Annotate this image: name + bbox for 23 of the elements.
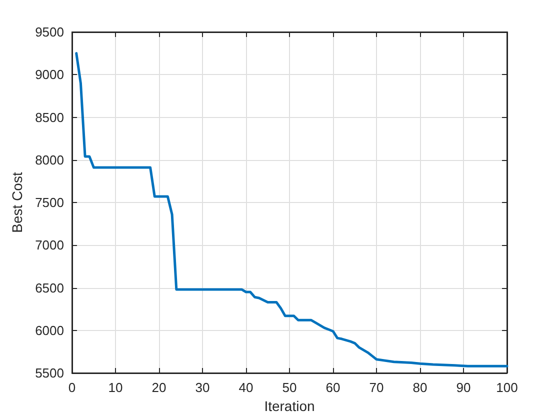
y-axis-title: Best Cost xyxy=(9,172,25,233)
x-tick-label: 30 xyxy=(195,380,210,395)
x-tick-label: 50 xyxy=(282,380,297,395)
x-tick-label: 80 xyxy=(412,380,428,395)
x-axis-title: Iteration xyxy=(264,398,315,414)
y-tick-label: 7000 xyxy=(35,238,64,253)
x-tick-label: 100 xyxy=(496,380,518,395)
y-tick-label: 6000 xyxy=(35,322,64,338)
y-tick-label: 8500 xyxy=(35,110,64,125)
x-tick-label: 60 xyxy=(326,380,340,395)
x-tick-label: 0 xyxy=(68,380,76,395)
x-tick-label: 10 xyxy=(108,380,123,395)
y-tick-label: 7500 xyxy=(35,195,64,210)
x-tick-label: 90 xyxy=(456,380,471,395)
y-tick-label: 6500 xyxy=(35,280,64,296)
x-tick-label: 20 xyxy=(152,380,166,395)
y-tick-label: 8000 xyxy=(35,152,64,168)
y-tick-label: 5500 xyxy=(35,366,64,380)
y-tick-label: 9000 xyxy=(35,67,64,82)
x-tick-label: 40 xyxy=(238,380,254,395)
x-tick-label: 70 xyxy=(369,380,384,395)
line-series xyxy=(75,52,508,368)
y-tick-label: 9500 xyxy=(35,24,64,40)
